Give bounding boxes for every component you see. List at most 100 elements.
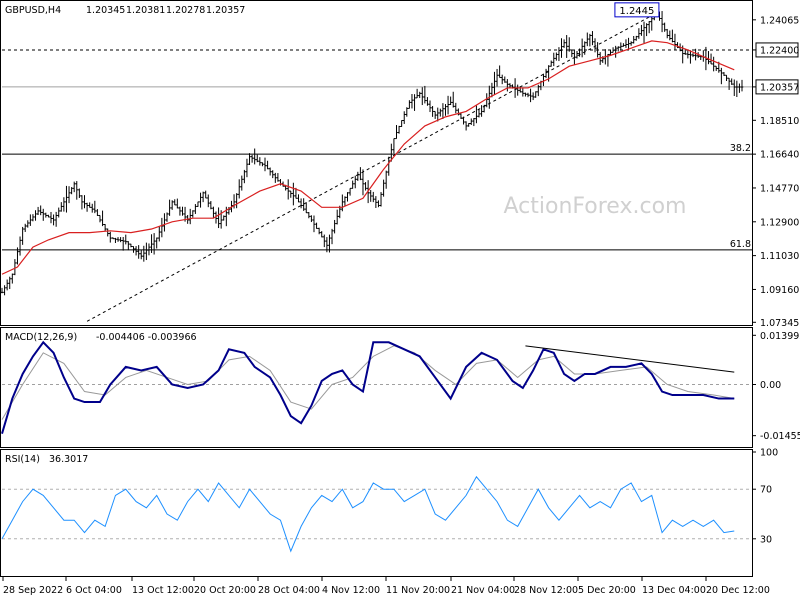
price-bar (560, 38, 563, 58)
price-bar (524, 92, 527, 97)
price-bar (271, 170, 275, 179)
price-bar (356, 171, 360, 181)
price-y-tick: 1.12900 (752, 217, 799, 228)
price-bar (248, 153, 251, 166)
price-bar (395, 125, 398, 140)
price-bar (163, 213, 166, 232)
price-bar (498, 65, 501, 79)
price-bar (34, 210, 37, 221)
price-bar (433, 110, 437, 119)
price-bar (341, 194, 344, 212)
price-bar (500, 74, 504, 85)
price-y-tick-label: 1.11030 (760, 251, 799, 262)
x-axis-tick-label: 28 Oct 04:00 (258, 585, 320, 596)
price-bar (124, 234, 128, 245)
rsi-value: 36.3017 (49, 454, 88, 465)
price-bar (250, 154, 254, 163)
price-bar (668, 30, 672, 41)
price-bar (565, 35, 568, 58)
macd-line (1, 340, 735, 434)
price-bar (725, 74, 728, 82)
price-bar (199, 192, 202, 208)
price-bar (431, 105, 434, 117)
price-bar (377, 200, 380, 208)
price-bar (624, 39, 628, 48)
price-bar (29, 214, 32, 226)
price-bar (634, 35, 638, 41)
price-bar (85, 202, 89, 212)
price-bar (665, 28, 669, 39)
price-bar (457, 108, 460, 116)
price-bar (302, 198, 305, 211)
rsi-y-tick: 70 (752, 485, 772, 496)
price-bar (88, 202, 91, 208)
price-y-tick-label: 1.24065 (760, 15, 799, 26)
price-bar (333, 219, 336, 234)
price-bar (614, 45, 617, 58)
price-bar (101, 210, 104, 227)
price-bar (627, 37, 630, 50)
price-bar (506, 79, 509, 92)
price-bar (204, 190, 207, 199)
price-bar (150, 234, 153, 253)
x-axis-tick: 5 Dec 20:00 (577, 577, 636, 596)
price-bar (738, 83, 741, 93)
price-bar (90, 203, 94, 213)
price-bar (206, 194, 210, 208)
price-bar (640, 24, 643, 36)
price-bar (397, 125, 401, 134)
price-bar (413, 94, 416, 111)
price-y-tick-label: 1.12900 (760, 217, 799, 228)
price-bar (201, 191, 205, 203)
price-bar (297, 194, 300, 203)
price-bar (552, 52, 556, 67)
price-bar (469, 118, 473, 125)
price-bar (317, 227, 321, 235)
price-bar (629, 41, 633, 46)
x-axis-tick-label: 28 Nov 12:00 (514, 585, 578, 596)
price-bar (727, 77, 731, 90)
price-y-tick-label: 1.16640 (760, 150, 799, 161)
price-bar (3, 285, 6, 296)
x-axis-tick: 28 Oct 04:00 (257, 577, 320, 596)
price-bar (310, 215, 313, 223)
macd-panel-frame (0, 327, 753, 448)
price-bar (237, 179, 241, 199)
price-bar (475, 105, 478, 124)
price-bar (173, 199, 177, 206)
price-y-tick: 1.18510 (752, 116, 799, 127)
price-bar (0, 287, 4, 294)
price-bar (516, 84, 519, 96)
price-bar (583, 41, 587, 55)
price-bar (732, 79, 736, 97)
x-axis-tick-label: 11 Nov 20:00 (386, 585, 450, 596)
price-y-axis: 1.24065 1.22400 1.20357 1.18510 1.16640 1.147… (752, 15, 799, 329)
price-bar (276, 173, 280, 182)
price-bar (521, 87, 525, 97)
price-bar (168, 199, 171, 216)
price-bar (274, 172, 277, 183)
price-bar (5, 279, 9, 291)
price-bar (134, 246, 138, 256)
price-bar (11, 273, 14, 284)
price-y-tick-label: 1.20357 (760, 82, 799, 93)
price-bar (722, 72, 726, 76)
price-bar (709, 53, 713, 65)
macd-y-tick-label: 0.00 (760, 380, 781, 391)
price-bar (369, 190, 373, 202)
price-bar (157, 226, 161, 242)
x-axis-tick-label: 4 Nov 12:00 (322, 585, 380, 596)
price-bar (464, 121, 468, 131)
price-bar (78, 188, 81, 199)
x-axis-tick: 11 Nov 20:00 (385, 577, 450, 596)
price-bar (408, 100, 411, 109)
price-bar (426, 97, 429, 106)
price-bar (647, 21, 651, 34)
price-bar (36, 206, 40, 215)
price-ohlc-open: 1.20345 (86, 5, 125, 16)
x-axis-tick-label: 20 Dec 12:00 (706, 585, 770, 596)
price-bar (253, 148, 256, 165)
price-bar (436, 107, 440, 122)
price-bar (428, 100, 432, 113)
price-y-tick: 1.14770 (752, 183, 799, 194)
